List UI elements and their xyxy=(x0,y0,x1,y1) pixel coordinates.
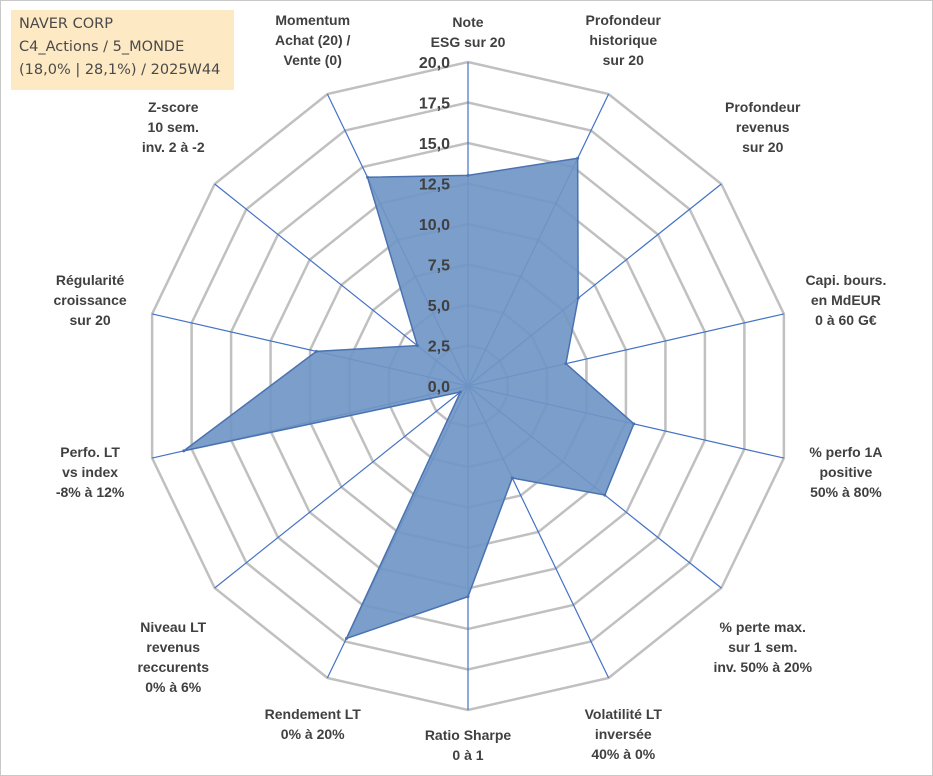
axis-label: Profondeur historique sur 20 xyxy=(586,10,661,70)
axis-label-line: inversée xyxy=(594,726,652,743)
data-point xyxy=(365,175,369,179)
data-point xyxy=(466,173,470,177)
data-point xyxy=(458,390,462,394)
axis-label-line: vs index xyxy=(62,464,119,481)
axis-label: Ratio Sharpe 0 à 1 xyxy=(425,725,511,765)
axis-label: Profondeur revenus sur 20 xyxy=(725,97,800,157)
axis-label-line: % perte max. xyxy=(719,619,806,636)
axis-label-line: 0 à 60 G€ xyxy=(815,311,877,328)
axis-label-line: croissance xyxy=(53,291,127,308)
axis-label: % perfo 1A positive 50% à 80% xyxy=(809,442,882,502)
axis-label: % perte max. sur 1 sem. inv. 50% à 20% xyxy=(713,617,812,677)
tick-layer: 0,0 2,5 5,0 7,5 10,0 12,5 15,0 17,5 20,0 xyxy=(419,55,450,396)
tick-label: 17,5 xyxy=(419,96,450,113)
data-point xyxy=(576,296,580,300)
axis-label-line: sur 1 sem. xyxy=(728,639,798,656)
axis-label: Volatilité LT inversée 40% à 0% xyxy=(585,704,662,764)
tick-label: 12,5 xyxy=(419,177,450,194)
axis-label: Régularité croissance sur 20 xyxy=(54,270,127,330)
axis-label-line: 10 sem. xyxy=(147,118,199,135)
axis-label-line: Momentum xyxy=(275,11,351,28)
axis-label-line: Profondeur xyxy=(725,98,801,115)
axis-label-line: Z-score xyxy=(147,98,199,115)
tick-label: 7,5 xyxy=(428,258,450,275)
data-point xyxy=(466,595,470,599)
tick-label: 20,0 xyxy=(419,55,450,72)
axis-label: Momentum Achat (20) / Vente (0) xyxy=(275,10,350,70)
axis-label-line: Profondeur xyxy=(585,11,661,28)
axis-label-line: Perfo. LT xyxy=(60,444,120,461)
axis-label-line: % perfo 1A xyxy=(809,444,883,461)
data-point xyxy=(576,156,580,160)
axis-label-line: Achat (20) / xyxy=(274,31,351,48)
axis-label: Niveau LT revenus reccurents 0% à 6% xyxy=(137,617,209,697)
axis-label-line: Vente (0) xyxy=(283,51,342,68)
axis-label-line: 0% à 6% xyxy=(145,679,202,696)
axis-label-line: reccurents xyxy=(137,659,210,676)
tick-label: 2,5 xyxy=(428,339,450,356)
data-point xyxy=(510,476,514,480)
data-point xyxy=(344,637,348,641)
axis-label-line: Capi. bours. xyxy=(805,271,887,288)
axis-label-line: sur 20 xyxy=(69,311,111,328)
axis-label-line: -8% à 12% xyxy=(55,484,125,501)
axis-label-line: Régularité xyxy=(55,271,125,288)
axis-label-line: 40% à 0% xyxy=(591,746,656,763)
data-point xyxy=(182,449,186,453)
axis-label-line: Volatilité LT xyxy=(584,706,662,723)
tick-label: 15,0 xyxy=(419,136,450,153)
axis-label-line: Ratio Sharpe xyxy=(424,727,512,743)
info-category: C4_Actions / 5_MONDE xyxy=(19,39,185,55)
axis-label: Z-score 10 sem. inv. 2 à -2 xyxy=(142,97,205,157)
axis-label-line: Niveau LT xyxy=(140,619,207,636)
data-point xyxy=(314,349,318,353)
axis-label: Note ESG sur 20 xyxy=(431,12,506,52)
data-point xyxy=(564,362,568,366)
info-box: NAVER CORP C4_Actions / 5_MONDE (18,0% |… xyxy=(11,10,234,90)
axis-label-line: 0% à 20% xyxy=(280,726,345,743)
info-company-name: NAVER CORP xyxy=(19,16,113,32)
data-point xyxy=(603,493,607,497)
axis-label-line: revenus xyxy=(735,118,790,135)
tick-label: 10,0 xyxy=(419,217,450,234)
axis-label-line: inv. 2 à -2 xyxy=(141,138,205,155)
axis-label-line: 50% à 80% xyxy=(810,484,882,501)
axis-label-line: sur 20 xyxy=(742,138,784,155)
axis-spoke xyxy=(214,385,469,589)
data-point xyxy=(415,344,419,348)
tick-label: 0,0 xyxy=(428,379,450,396)
axis-label-line: ESG sur 20 xyxy=(430,34,506,50)
axis-label-line: inv. 50% à 20% xyxy=(713,659,813,676)
axis-label: Perfo. LT vs index -8% à 12% xyxy=(56,442,124,502)
info-stats: (18,0% | 28,1%) / 2025W44 xyxy=(19,62,221,78)
axis-label-line: 0 à 1 xyxy=(452,747,484,763)
axis-label-line: sur 20 xyxy=(602,51,644,68)
axis-label-line: en MdEUR xyxy=(810,291,881,308)
data-point xyxy=(632,422,636,426)
tick-label: 5,0 xyxy=(428,298,450,315)
axis-label-line: Rendement LT xyxy=(264,706,361,723)
series-layer xyxy=(182,156,636,641)
axis-label-line: Note xyxy=(452,14,484,30)
axis-label-line: historique xyxy=(589,31,658,48)
axis-label: Capi. bours. en MdEUR 0 à 60 G€ xyxy=(805,270,886,330)
axis-label-line: positive xyxy=(819,464,873,481)
axis-label-line: revenus xyxy=(146,639,201,656)
axis-label: Rendement LT 0% à 20% xyxy=(265,704,361,744)
